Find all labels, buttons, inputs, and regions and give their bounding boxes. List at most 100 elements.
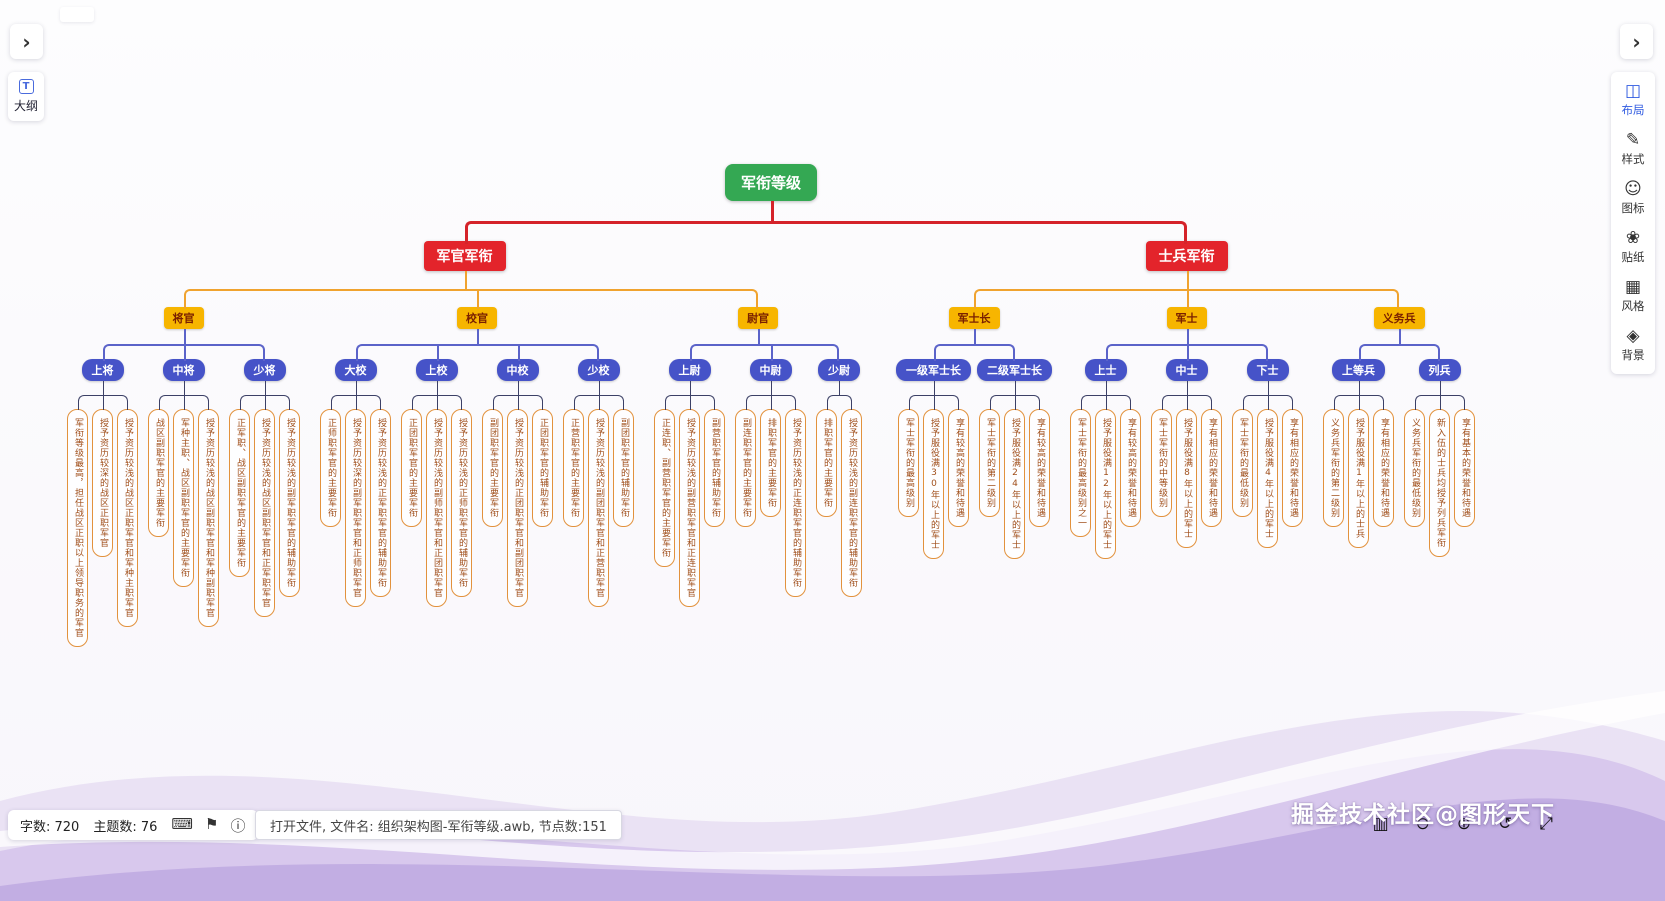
leaf-node[interactable]: 享有较高的荣誉和待遇 <box>1120 409 1141 527</box>
category-node[interactable]: 将官 <box>163 307 204 329</box>
rank-node[interactable]: 上士 <box>1084 359 1127 381</box>
category-node[interactable]: 义务兵 <box>1373 307 1425 329</box>
leaf-node[interactable]: 享有相应的荣誉和待遇 <box>1373 409 1394 527</box>
leaf-node[interactable]: 正连职、副营职军官的主要军衔 <box>654 409 675 567</box>
leaf-node[interactable]: 副营职军官的辅助军衔 <box>704 409 725 527</box>
reset-view-icon[interactable]: ↺ <box>1498 814 1513 834</box>
leaf-node[interactable]: 授予服役满1年以上的士兵 <box>1348 409 1369 548</box>
leaf-node[interactable]: 授予资历较浅的正团职军官和副团职军官 <box>507 409 528 607</box>
leaf-node[interactable]: 军士军衔的中等级别 <box>1151 409 1172 517</box>
leaf-node[interactable]: 正营职军官的主要军衔 <box>563 409 584 527</box>
leaf-node[interactable]: 授予服役满24年以上的军士 <box>1004 409 1025 559</box>
leaf-node[interactable]: 排职军官的主要军衔 <box>760 409 781 517</box>
leaf-node[interactable]: 授予资历较浅的副连职军官的辅助军衔 <box>841 409 862 597</box>
rank-node[interactable]: 二级军士长 <box>977 359 1052 381</box>
leaf-node[interactable]: 授予服役满8年以上的军士 <box>1176 409 1197 548</box>
category-node[interactable]: 尉官 <box>738 307 778 329</box>
rank-node[interactable]: 上尉 <box>668 359 711 381</box>
leaf-node[interactable]: 授予资历较浅的正师职军官的辅助军衔 <box>451 409 472 597</box>
right-panel-item-layout[interactable]: ◫ 布局 <box>1611 76 1655 125</box>
category-node[interactable]: 校官 <box>457 307 497 329</box>
right-panel-item-icons[interactable]: ☺ 图标 <box>1611 174 1655 223</box>
minimap-icon[interactable]: ▥ <box>1372 814 1389 834</box>
leaf-node[interactable]: 军种主职、战区副职军官的主要军衔 <box>173 409 194 587</box>
rank-node[interactable]: 下士 <box>1246 359 1289 381</box>
right-panel-item-label: 图标 <box>1621 201 1645 215</box>
category-node[interactable]: 军士长 <box>948 307 1000 329</box>
info-icon[interactable]: ⓘ <box>230 816 246 835</box>
right-panel-item-label: 背景 <box>1621 348 1645 362</box>
rank-node[interactable]: 大校 <box>334 359 377 381</box>
leaf-node[interactable]: 新入伍的士兵均授予列兵军衔 <box>1429 409 1450 557</box>
right-panel-item-background[interactable]: ◈ 背景 <box>1611 321 1655 370</box>
category-node[interactable]: 军士 <box>1166 307 1207 329</box>
leaf-node[interactable]: 授予资历较浅的战区副职军官和军种副职军官 <box>198 409 219 627</box>
leaf-node[interactable]: 副团职军官的辅助军衔 <box>613 409 634 527</box>
leaf-node[interactable]: 享有较高的荣誉和待遇 <box>1029 409 1050 527</box>
leaf-node[interactable]: 排职军官的主要军衔 <box>816 409 837 517</box>
leaf-node[interactable]: 享有基本的荣誉和待遇 <box>1454 409 1475 527</box>
right-panel-item-label: 样式 <box>1621 152 1645 166</box>
leaf-node[interactable]: 正师职军官的主要军衔 <box>320 409 341 527</box>
root-node[interactable]: 军衔等级 <box>724 164 817 201</box>
toast: 打开文件, 文件名: 组织架构图-军衔等级.awb, 节点数:151 <box>255 810 622 840</box>
leaf-node[interactable]: 副团职军官的主要军衔 <box>482 409 503 527</box>
rank-node[interactable]: 一级军士长 <box>896 359 971 381</box>
leaf-node[interactable]: 享有相应的荣誉和待遇 <box>1282 409 1303 527</box>
leaf-node[interactable]: 义务兵军衔的第二级别 <box>1323 409 1344 527</box>
leaf-node[interactable]: 军士军衔的第二级别 <box>979 409 1000 517</box>
leaf-node[interactable]: 正军职、战区副职军官的主要军衔 <box>229 409 250 577</box>
leaf-node[interactable]: 授予服役满4年以上的军士 <box>1257 409 1278 548</box>
leaf-node[interactable]: 授予资历较深的战区正职军官 <box>92 409 113 557</box>
rank-node[interactable]: 中校 <box>496 359 539 381</box>
leaf-node[interactable]: 授予服役满30年以上的军士 <box>923 409 944 559</box>
leaf-node[interactable]: 正团职军官的辅助军衔 <box>532 409 553 527</box>
rank-node[interactable]: 少尉 <box>818 359 860 381</box>
leaf-node[interactable]: 义务兵军衔的最低级别 <box>1404 409 1425 527</box>
right-expand-button[interactable]: › <box>1620 24 1653 59</box>
leaf-node[interactable]: 战区副职军官的主要军衔 <box>148 409 169 537</box>
left-expand-button[interactable]: › <box>10 24 43 59</box>
mindmap-tree: 军衔等级 军官军衔 将官 上将 军衔等级最高，担任战区正职以上领导职务的军官 授予资历较深… <box>46 164 1496 647</box>
leaf-node[interactable]: 军衔等级最高，担任战区正职以上领导职务的军官 <box>67 409 88 647</box>
branch-node[interactable]: 军官军衔 <box>423 241 506 271</box>
flag-icon[interactable]: ⚑ <box>205 814 219 833</box>
zoom-out-icon[interactable]: ⊖ <box>1415 814 1430 834</box>
leaf-node[interactable]: 享有较高的荣誉和待遇 <box>948 409 969 527</box>
leaf-node[interactable]: 军士军衔的最低级别 <box>1232 409 1253 517</box>
leaf-node[interactable]: 正团职军官的主要军衔 <box>401 409 422 527</box>
outline-button[interactable]: T 大纲 <box>8 72 44 121</box>
mindmap-canvas: 军衔等级 军官军衔 将官 上将 军衔等级最高，担任战区正职以上领导职务的军官 授予资历较深… <box>46 164 1496 647</box>
leaf-node[interactable]: 授予资历较浅的战区正职军官和军种主职军官 <box>117 409 138 627</box>
rank-node[interactable]: 少校 <box>577 359 620 381</box>
rank-node[interactable]: 列兵 <box>1418 359 1461 381</box>
rank-node[interactable]: 上等兵 <box>1332 359 1385 381</box>
right-panel-item-theme[interactable]: ▦ 风格 <box>1611 272 1655 321</box>
rank-node[interactable]: 中士 <box>1165 359 1208 381</box>
leaf-node[interactable]: 副连职军官的主要军衔 <box>735 409 756 527</box>
rank-node[interactable]: 中尉 <box>749 359 792 381</box>
fullscreen-icon[interactable]: ⤢ <box>1539 814 1553 834</box>
branch-node[interactable]: 士兵军衔 <box>1145 241 1228 271</box>
rank-node[interactable]: 上校 <box>415 359 458 381</box>
leaf-node[interactable]: 授予资历较浅的战区副职军官和正军职军官 <box>254 409 275 617</box>
leaf-node[interactable]: 授予资历较浅的副团职军官和正营职军官 <box>588 409 609 607</box>
topic-count: 主题数: 76 <box>93 819 158 835</box>
zoom-in-icon[interactable]: ⊕ <box>1456 814 1472 834</box>
leaf-node[interactable]: 授予服役满12年以上的军士 <box>1095 409 1116 559</box>
rank-node[interactable]: 上将 <box>81 359 124 381</box>
keyboard-icon[interactable]: ⌨ <box>171 814 194 833</box>
leaf-node[interactable]: 授予资历较浅的副营职军官和正连职军官 <box>679 409 700 607</box>
leaf-node[interactable]: 授予资历较浅的副师职军官和正团职军官 <box>426 409 447 607</box>
leaf-node[interactable]: 享有相应的荣誉和待遇 <box>1201 409 1222 527</box>
rank-node[interactable]: 少将 <box>243 359 286 381</box>
leaf-node[interactable]: 授予资历较深的副军职军官和正师职军官 <box>345 409 366 607</box>
rank-node[interactable]: 中将 <box>162 359 205 381</box>
right-panel-item-stickers[interactable]: ❀ 贴纸 <box>1611 223 1655 272</box>
leaf-node[interactable]: 授予资历较浅的正连职军官的辅助军衔 <box>785 409 806 597</box>
leaf-node[interactable]: 授予资历较浅的正军职军官的辅助军衔 <box>370 409 391 597</box>
right-panel-item-style[interactable]: ✎ 样式 <box>1611 125 1655 174</box>
leaf-node[interactable]: 军士军衔的最高级别 <box>898 409 919 517</box>
leaf-node[interactable]: 授予资历较浅的副军职军官的辅助军衔 <box>279 409 300 597</box>
leaf-node[interactable]: 军士军衔的最高级别之一 <box>1070 409 1091 537</box>
